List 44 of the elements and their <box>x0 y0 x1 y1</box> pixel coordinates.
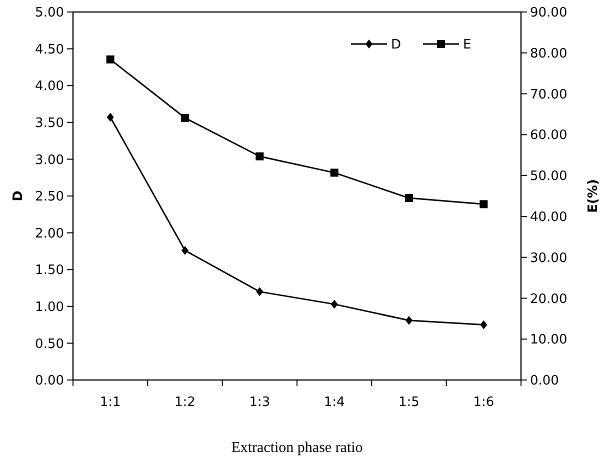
y-tick-label: 4.50 <box>35 42 64 58</box>
x-tick-label: 1:2 <box>174 395 196 410</box>
x-tick-label: 1:6 <box>473 395 494 410</box>
y-tick-label: 3.00 <box>35 152 64 168</box>
y2-tick-label: 20.00 <box>530 292 568 307</box>
x-tick-label: 1:1 <box>100 395 121 410</box>
y-tick-label: 1.00 <box>35 300 64 315</box>
point <box>106 55 114 64</box>
x-tick-label: 1:3 <box>249 395 270 410</box>
legend-label: E <box>463 38 472 53</box>
y2-tick-label: 0.00 <box>530 374 559 389</box>
point <box>256 287 264 296</box>
x-axis-title: Extraction phase ratio <box>231 440 363 456</box>
point <box>182 246 188 255</box>
y-tick-label: 4.00 <box>35 79 64 94</box>
y-tick-label: 3.50 <box>35 116 64 131</box>
y-tick-label: 5.00 <box>35 6 64 21</box>
point <box>106 112 114 122</box>
point <box>406 316 412 325</box>
x-tick-label: 1:4 <box>324 395 345 410</box>
x-tick-label: 1:5 <box>398 395 420 410</box>
y2-tick-label: 10.00 <box>530 332 568 348</box>
y-tick-label: 1.50 <box>35 263 64 278</box>
point <box>330 168 338 177</box>
point <box>256 152 264 160</box>
y2-tick-label: 50.00 <box>530 169 568 184</box>
point <box>330 300 338 309</box>
legend-label: D <box>391 38 402 53</box>
y2-tick-label: 80.00 <box>530 46 568 62</box>
y2-axis-title: E(%) <box>586 179 601 213</box>
point <box>480 200 488 208</box>
point <box>181 114 189 122</box>
y2-tick-label: 60.00 <box>530 128 568 144</box>
y2-tick-label: 70.00 <box>530 87 568 102</box>
y-axis-title: D <box>11 190 26 202</box>
y-tick-label: 0.00 <box>35 374 64 389</box>
y2-tick-label: 90.00 <box>530 6 568 21</box>
y-tick-label: 2.50 <box>35 190 64 205</box>
y2-tick-label: 40.00 <box>530 210 568 225</box>
y-tick-label: 2.00 <box>35 226 64 242</box>
point <box>480 320 488 330</box>
y2-tick-label: 30.00 <box>530 250 568 266</box>
y-tick-label: 0.50 <box>35 336 64 352</box>
point <box>405 194 413 202</box>
